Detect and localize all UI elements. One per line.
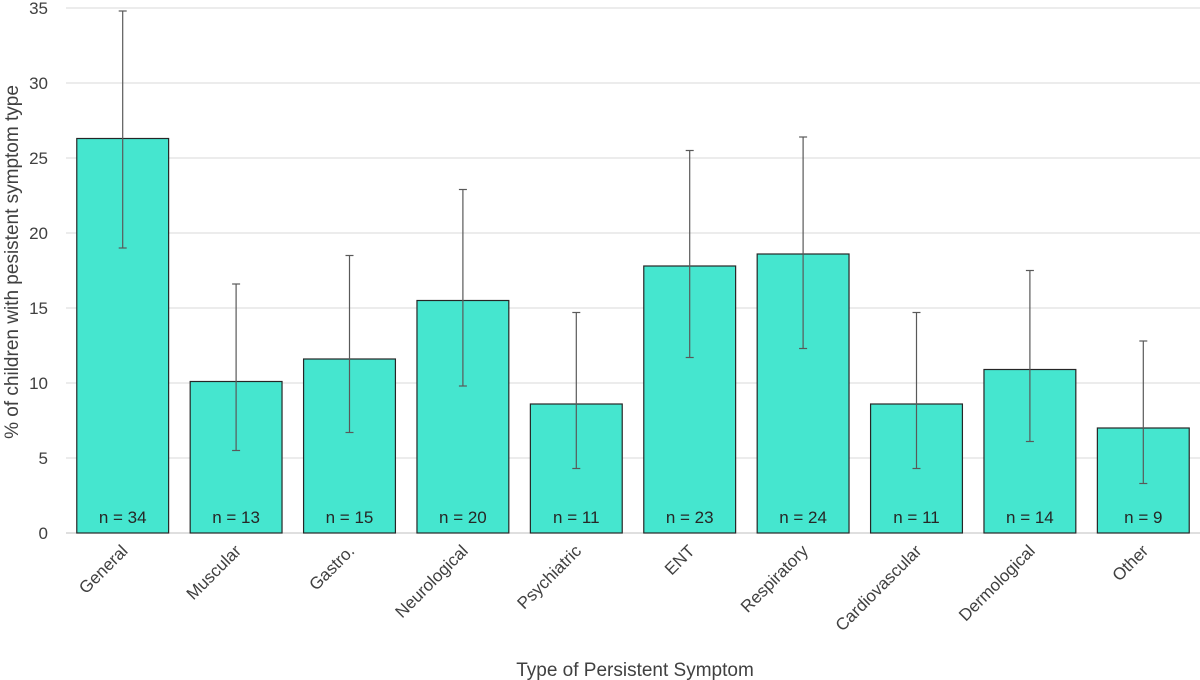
bar-neurological xyxy=(416,299,510,534)
bars xyxy=(76,137,1190,534)
y-tick-label: 10 xyxy=(29,374,48,393)
x-tick-label: Dermological xyxy=(955,541,1039,625)
n-label: n = 11 xyxy=(553,508,599,527)
x-tick-label: Respiratory xyxy=(737,541,812,616)
y-axis-ticks: 0 5 10 15 20 25 30 35 xyxy=(29,0,48,543)
y-tick-label: 35 xyxy=(29,0,48,18)
n-label: n = 24 xyxy=(779,508,827,527)
error-bar xyxy=(458,188,467,387)
error-bar xyxy=(232,283,241,452)
x-axis-ticks: General Muscular Gastro. Neurological Psychi… xyxy=(75,541,1152,635)
x-axis-title: Type of Persistent Symptom xyxy=(516,660,754,680)
x-tick-label: Muscular xyxy=(183,541,245,603)
n-label: n = 15 xyxy=(326,508,374,527)
error-bar xyxy=(118,10,127,249)
y-tick-label: 20 xyxy=(29,224,48,243)
y-axis-title: % of children with pesistent symptom typ… xyxy=(2,85,23,439)
n-label: n = 11 xyxy=(893,508,939,527)
n-label: n = 14 xyxy=(1006,508,1054,527)
x-tick-label: General xyxy=(75,541,131,597)
x-tick-label: Neurological xyxy=(391,541,471,621)
error-bar xyxy=(799,136,808,350)
error-bar xyxy=(572,311,581,470)
error-bar xyxy=(1139,340,1148,485)
y-tick-label: 0 xyxy=(39,524,48,543)
n-label: n = 13 xyxy=(212,508,260,527)
n-labels: n = 34 n = 13 n = 15 n = 20 n = 11 n = 23 n = … xyxy=(99,508,1163,527)
x-tick-label: Cardiovascular xyxy=(832,541,926,635)
x-tick-label: Gastro. xyxy=(305,541,358,594)
error-bars xyxy=(118,10,1148,485)
x-tick-label: Psychiatric xyxy=(514,541,586,613)
error-bar xyxy=(685,149,694,359)
error-bar xyxy=(1025,269,1034,443)
n-label: n = 23 xyxy=(666,508,714,527)
y-tick-label: 5 xyxy=(39,449,48,468)
n-label: n = 34 xyxy=(99,508,147,527)
n-label: n = 9 xyxy=(1124,508,1162,527)
error-bar xyxy=(912,311,921,470)
n-label: n = 20 xyxy=(439,508,487,527)
y-tick-label: 30 xyxy=(29,74,48,93)
y-tick-label: 15 xyxy=(29,299,48,318)
error-bar xyxy=(345,254,354,434)
x-tick-label: ENT xyxy=(661,541,698,578)
x-tick-label: Other xyxy=(1109,541,1153,585)
y-tick-label: 25 xyxy=(29,149,48,168)
